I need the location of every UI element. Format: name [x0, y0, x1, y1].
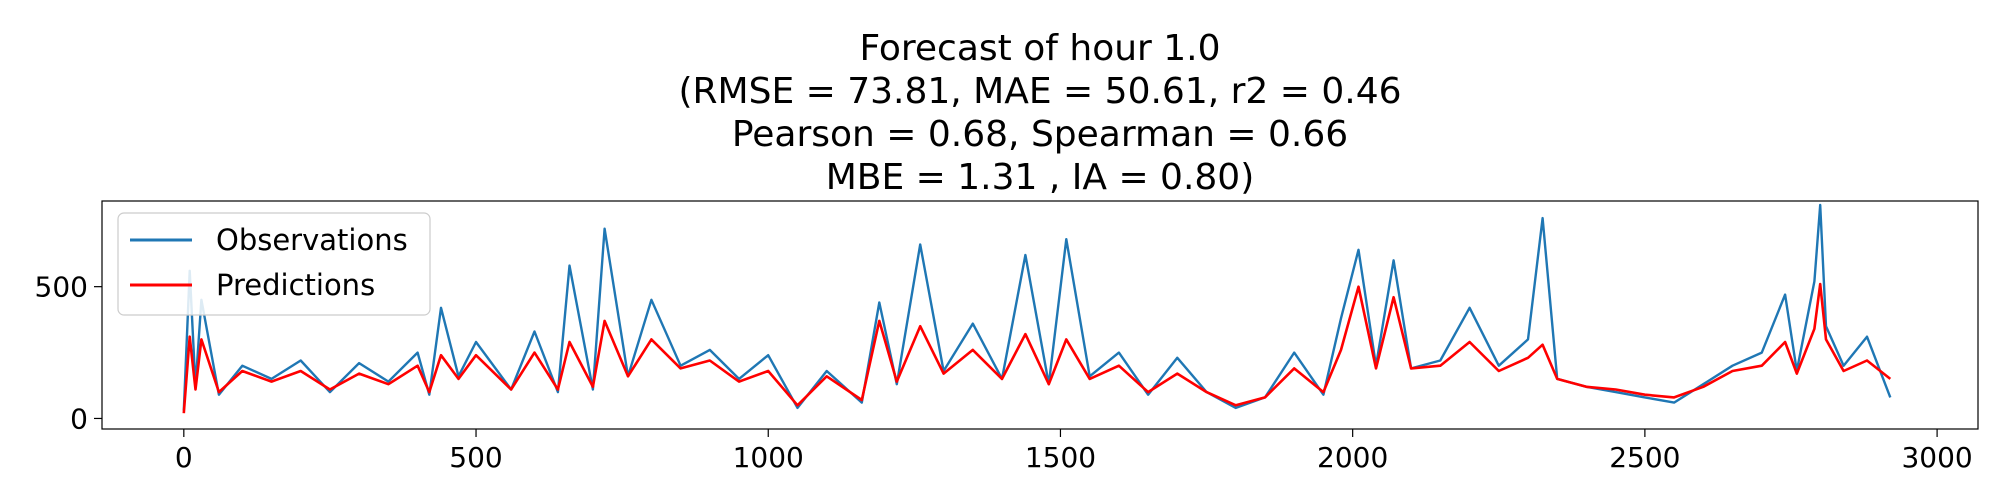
x-tick-label: 2500	[1609, 441, 1680, 474]
x-tick-label: 1000	[733, 441, 804, 474]
legend-box	[117, 212, 431, 316]
title-line-2: (RMSE = 73.81, MAE = 50.61, r2 = 0.46	[678, 71, 1401, 112]
plot-area	[101, 200, 1979, 430]
legend-label-predictions: Predictions	[216, 268, 375, 302]
series-line-observations	[182, 203, 1892, 411]
chart-title: Forecast of hour 1.0 (RMSE = 73.81, MAE …	[678, 28, 1401, 198]
legend-label-observations: Observations	[216, 223, 408, 257]
x-tick-label: 1500	[1025, 441, 1096, 474]
y-axis: 0 500	[35, 271, 102, 435]
title-line-3: Pearson = 0.68, Spearman = 0.66	[732, 114, 1348, 155]
x-tick-label: 0	[175, 441, 193, 474]
x-tick-label: 2000	[1317, 441, 1388, 474]
legend: Observations Predictions	[117, 212, 431, 316]
series-layer	[182, 203, 1892, 414]
x-tick-label: 3000	[1901, 441, 1972, 474]
series-line-predictions	[182, 282, 1892, 414]
x-axis: 0 500 1000 1500 2000 2500 3000	[175, 429, 1973, 474]
y-tick-label: 0	[70, 402, 88, 435]
title-line-4: MBE = 1.31 , IA = 0.80)	[826, 157, 1255, 198]
title-line-1: Forecast of hour 1.0	[859, 28, 1220, 69]
x-tick-label: 500	[449, 441, 502, 474]
y-tick-label: 500	[35, 271, 88, 304]
